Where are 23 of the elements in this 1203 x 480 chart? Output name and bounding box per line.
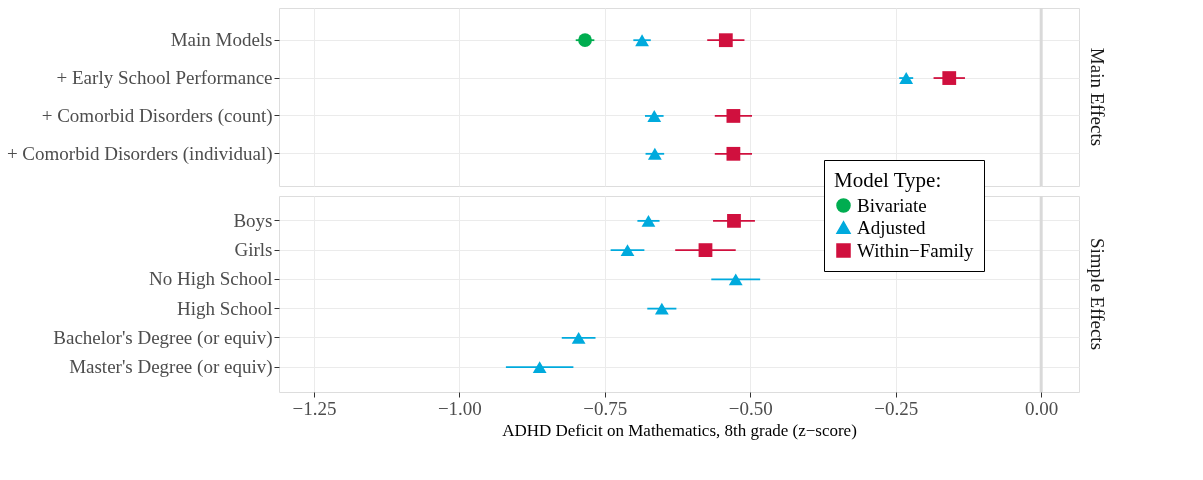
x-tick-label: −0.25	[874, 397, 919, 419]
y-tick-label: High School	[176, 297, 273, 319]
legend-label: Within−Family	[857, 239, 975, 261]
y-tick-label: Girls	[234, 239, 273, 261]
y-tick-label: Boys	[233, 209, 273, 231]
x-tick-label: −0.75	[583, 397, 628, 419]
y-tick-label: Main Models	[170, 29, 273, 51]
y-tick-label: Master's Degree (or equiv)	[69, 356, 273, 379]
x-tick-label: −1.25	[292, 397, 337, 419]
legend-title: Model Type:	[834, 168, 942, 192]
y-tick-label: Bachelor's Degree (or equiv)	[53, 326, 273, 349]
y-tick-label: + Early School Performance	[56, 67, 273, 89]
y-tick-label: + Comorbid Disorders (count)	[41, 104, 273, 127]
text: Main Effects	[1087, 47, 1108, 147]
x-tick-label: −1.00	[437, 397, 482, 419]
x-tick-label: −0.50	[728, 397, 773, 419]
legend-label: Bivariate	[857, 194, 927, 216]
legend-label: Adjusted	[857, 216, 927, 238]
y-tick-label: No High School	[149, 268, 273, 290]
x-tick-label: 0.00	[1025, 397, 1059, 419]
text: Simple Effects	[1087, 237, 1108, 351]
y-tick-label: + Comorbid Disorders (individual)	[6, 142, 273, 165]
x-axis-title: ADHD Deficit on Mathematics, 8th grade (z−score)	[502, 420, 857, 440]
